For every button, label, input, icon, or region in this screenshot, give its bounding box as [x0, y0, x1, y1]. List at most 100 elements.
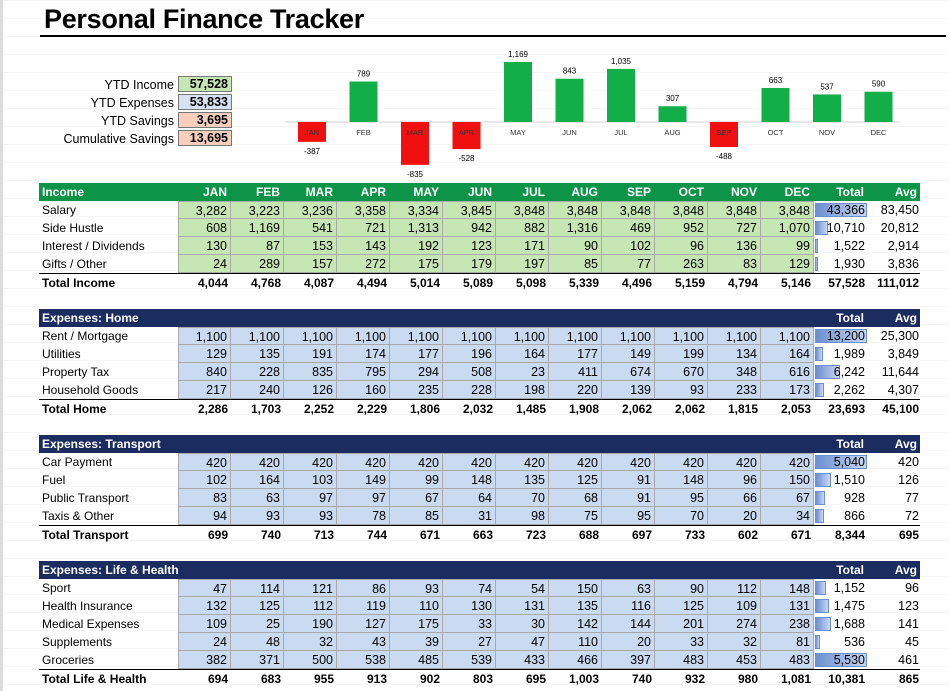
value-cell[interactable]: 294: [390, 363, 443, 381]
value-cell[interactable]: 177: [549, 345, 602, 363]
value-cell[interactable]: 1,100: [549, 327, 602, 345]
value-cell[interactable]: 43: [337, 633, 390, 651]
avg-cell[interactable]: 45: [905, 635, 919, 649]
avg-cell[interactable]: 2,914: [887, 239, 919, 253]
value-cell[interactable]: 220: [549, 381, 602, 399]
value-cell[interactable]: 131: [761, 597, 814, 615]
value-cell[interactable]: 483: [761, 651, 814, 669]
value-cell[interactable]: 134: [708, 345, 761, 363]
value-cell[interactable]: 795: [337, 363, 390, 381]
total-cell[interactable]: 1,688: [814, 615, 868, 633]
value-cell[interactable]: 96: [708, 471, 761, 489]
value-cell[interactable]: 91: [602, 471, 655, 489]
value-cell[interactable]: 453: [708, 651, 761, 669]
value-cell[interactable]: 3,845: [443, 201, 496, 219]
value-cell[interactable]: 47: [178, 579, 231, 597]
total-cell[interactable]: 866: [814, 507, 868, 525]
avg-cell[interactable]: 20,812: [880, 221, 919, 235]
value-cell[interactable]: 670: [655, 363, 708, 381]
value-cell[interactable]: 420: [496, 453, 549, 471]
value-cell[interactable]: 164: [496, 345, 549, 363]
value-cell[interactable]: 67: [761, 489, 814, 507]
value-cell[interactable]: 85: [549, 255, 602, 273]
value-cell[interactable]: 272: [337, 255, 390, 273]
value-cell[interactable]: 131: [496, 597, 549, 615]
value-cell[interactable]: 102: [602, 237, 655, 255]
total-cell[interactable]: 1,989: [814, 345, 868, 363]
total-cell[interactable]: 2,262: [814, 381, 868, 399]
value-cell[interactable]: 420: [602, 453, 655, 471]
value-cell[interactable]: 199: [655, 345, 708, 363]
value-cell[interactable]: 143: [337, 237, 390, 255]
value-cell[interactable]: 1,316: [549, 219, 602, 237]
value-cell[interactable]: 192: [390, 237, 443, 255]
value-cell[interactable]: 539: [443, 651, 496, 669]
value-cell[interactable]: 83: [178, 489, 231, 507]
value-cell[interactable]: 116: [602, 597, 655, 615]
value-cell[interactable]: 148: [761, 579, 814, 597]
total-cell[interactable]: 6,242: [814, 363, 868, 381]
avg-cell[interactable]: 3,849: [887, 347, 919, 361]
value-cell[interactable]: 77: [602, 255, 655, 273]
value-cell[interactable]: 39: [390, 633, 443, 651]
value-cell[interactable]: 835: [284, 363, 337, 381]
avg-cell[interactable]: 96: [905, 581, 919, 595]
avg-cell[interactable]: 126: [898, 473, 919, 487]
ytd-value[interactable]: 3,695: [178, 112, 232, 128]
value-cell[interactable]: 160: [337, 381, 390, 399]
value-cell[interactable]: 1,100: [602, 327, 655, 345]
value-cell[interactable]: 952: [655, 219, 708, 237]
value-cell[interactable]: 63: [231, 489, 284, 507]
value-cell[interactable]: 3,236: [284, 201, 337, 219]
value-cell[interactable]: 93: [284, 507, 337, 525]
value-cell[interactable]: 3,848: [602, 201, 655, 219]
value-cell[interactable]: 1,100: [231, 327, 284, 345]
value-cell[interactable]: 191: [284, 345, 337, 363]
value-cell[interactable]: 47: [496, 633, 549, 651]
value-cell[interactable]: 228: [231, 363, 284, 381]
total-cell[interactable]: 5,530: [814, 651, 868, 669]
value-cell[interactable]: 173: [761, 381, 814, 399]
value-cell[interactable]: 420: [549, 453, 602, 471]
value-cell[interactable]: 1,100: [443, 327, 496, 345]
value-cell[interactable]: 150: [549, 579, 602, 597]
total-cell[interactable]: 1,152: [814, 579, 868, 597]
value-cell[interactable]: 123: [443, 237, 496, 255]
value-cell[interactable]: 420: [443, 453, 496, 471]
value-cell[interactable]: 190: [284, 615, 337, 633]
value-cell[interactable]: 469: [602, 219, 655, 237]
value-cell[interactable]: 149: [337, 471, 390, 489]
value-cell[interactable]: 3,848: [496, 201, 549, 219]
value-cell[interactable]: 397: [602, 651, 655, 669]
total-cell[interactable]: 1,510: [814, 471, 868, 489]
value-cell[interactable]: 882: [496, 219, 549, 237]
value-cell[interactable]: 538: [337, 651, 390, 669]
value-cell[interactable]: 98: [496, 507, 549, 525]
value-cell[interactable]: 1,070: [761, 219, 814, 237]
total-cell[interactable]: 1,522: [814, 237, 868, 255]
value-cell[interactable]: 3,223: [231, 201, 284, 219]
value-cell[interactable]: 541: [284, 219, 337, 237]
value-cell[interactable]: 674: [602, 363, 655, 381]
value-cell[interactable]: 99: [390, 471, 443, 489]
value-cell[interactable]: 93: [655, 381, 708, 399]
value-cell[interactable]: 32: [284, 633, 337, 651]
value-cell[interactable]: 74: [443, 579, 496, 597]
value-cell[interactable]: 135: [496, 471, 549, 489]
value-cell[interactable]: 136: [708, 237, 761, 255]
value-cell[interactable]: 721: [337, 219, 390, 237]
value-cell[interactable]: 616: [761, 363, 814, 381]
value-cell[interactable]: 125: [655, 597, 708, 615]
value-cell[interactable]: 112: [708, 579, 761, 597]
value-cell[interactable]: 129: [178, 345, 231, 363]
value-cell[interactable]: 102: [178, 471, 231, 489]
value-cell[interactable]: 433: [496, 651, 549, 669]
value-cell[interactable]: 99: [761, 237, 814, 255]
total-cell[interactable]: 43,366: [814, 201, 868, 219]
value-cell[interactable]: 3,358: [337, 201, 390, 219]
value-cell[interactable]: 20: [708, 507, 761, 525]
avg-cell[interactable]: 420: [898, 455, 919, 469]
value-cell[interactable]: 177: [390, 345, 443, 363]
value-cell[interactable]: 129: [761, 255, 814, 273]
value-cell[interactable]: 149: [602, 345, 655, 363]
